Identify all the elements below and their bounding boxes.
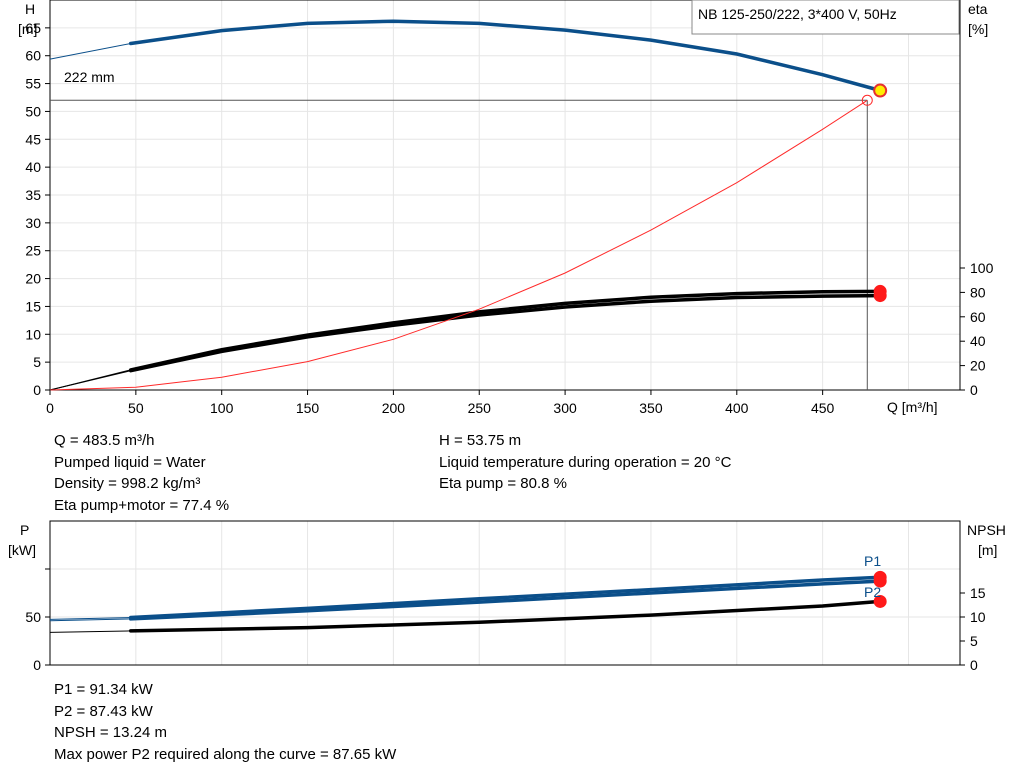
curve-label-222mm: 222 mm: [64, 69, 115, 85]
x-tick-label: 100: [210, 400, 234, 416]
y-left-tick-label: 30: [25, 215, 41, 231]
system-curve: [49, 99, 868, 391]
y-left-tick-label: 55: [25, 76, 41, 92]
power-info: P1 = 91.34 kW P2 = 87.43 kW NPSH = 13.24…: [54, 679, 396, 765]
bottom-chart-grid: [49, 521, 960, 666]
info-max-power: Max power P2 required along the curve = …: [54, 745, 397, 763]
y-left-tick-label: 40: [25, 159, 41, 175]
plot-area-border: [49, 520, 961, 666]
series-extension-line: [49, 630, 131, 633]
y-axis-label-p: P: [20, 522, 29, 538]
info-pumped-liquid: Pumped liquid = Water: [54, 453, 206, 471]
efficiency-curve: [128, 293, 882, 373]
y-left-tick-label: 50: [25, 103, 41, 119]
y-left-tick-label: 20: [25, 271, 41, 287]
x-axis-label-q: Q [m³/h]: [887, 399, 938, 415]
y-right-tick-label: 40: [970, 333, 986, 349]
efficiency-curve: [128, 289, 882, 372]
info-p2: P2 = 87.43 kW: [54, 702, 153, 720]
info-head: H = 53.75 m: [439, 432, 522, 449]
y-left-tick-label: 45: [25, 131, 41, 147]
y-left-tick-label: 5: [33, 354, 41, 370]
x-tick-label: 0: [46, 400, 54, 416]
y-left-tick-label: 35: [25, 187, 41, 203]
series-label-p2: P2: [864, 584, 881, 600]
info-npsh: NPSH = 13.24 m: [54, 724, 167, 741]
top-chart-ticks: 0 50 100 150 200 250 300 350 400 4500510152025303…: [25, 20, 993, 416]
info-flow: Q = 483.5 m³/h: [54, 432, 155, 449]
bottom-chart-curves: [49, 570, 887, 633]
info-p1: P1 = 91.34 kW: [54, 681, 153, 698]
bottom-chart-ticks: 0 50 0 5 10 15: [25, 568, 986, 673]
x-tick-label: 450: [811, 400, 835, 416]
y-axis-label-npsh-unit: [m]: [978, 542, 997, 558]
y-left-tick-label: 0: [33, 657, 41, 673]
y-axis-label-eta: eta: [968, 1, 988, 17]
y-right-tick-label: 15: [970, 585, 986, 601]
top-chart-curves: [49, 19, 888, 391]
y-left-tick-label: 65: [25, 20, 41, 36]
y-left-tick-label: 60: [25, 48, 41, 64]
info-eta-pump-motor: Eta pump+motor = 77.4 %: [54, 496, 230, 514]
efficiency-point-marker: [873, 289, 887, 303]
y-axis-label-h-unit: [m]: [18, 21, 37, 37]
power-curve-p2: [128, 579, 882, 621]
bottom-chart-frame: [49, 520, 961, 666]
y-left-tick-label: 25: [25, 243, 41, 259]
series-extension-line: [49, 617, 131, 620]
duty-point-marker: [873, 83, 888, 98]
chart-title: NB 125-250/222, 3*400 V, 50Hz: [698, 6, 897, 22]
series-extension-line: [49, 43, 131, 60]
y-axis-label-h: H: [25, 1, 35, 17]
y-left-tick-label: 15: [25, 298, 41, 314]
series-extension-line: [49, 370, 131, 391]
chart-title-box: [691, 0, 960, 35]
y-right-tick-label: 20: [970, 358, 986, 374]
series-label-p1: P1: [864, 553, 881, 569]
operating-point-marker: [873, 594, 887, 608]
x-tick-label: 50: [128, 400, 144, 416]
x-tick-label: 300: [553, 400, 577, 416]
x-tick-label: 400: [725, 400, 749, 416]
y-right-tick-label: 80: [970, 284, 986, 300]
y-left-tick-label: 0: [33, 382, 41, 398]
power-curve-p1: [128, 575, 882, 620]
x-tick-label: 150: [296, 400, 320, 416]
x-tick-label: 250: [468, 400, 492, 416]
y-axis-label-npsh: NPSH: [967, 522, 1006, 538]
y-axis-label-eta-unit: [%]: [968, 21, 988, 37]
x-tick-label: 200: [382, 400, 406, 416]
y-left-tick-label: 10: [25, 326, 41, 342]
info-liquid-temperature: Liquid temperature during operation = 20…: [439, 453, 732, 471]
operating-point-marker: [873, 574, 887, 588]
system-intersection-marker: [861, 94, 873, 106]
operating-info-left: Q = 483.5 m³/h Pumped liquid = Water Den…: [54, 430, 229, 516]
y-right-tick-label: 5: [970, 633, 978, 649]
y-right-tick-label: 0: [970, 382, 978, 398]
npsh-curve: [128, 599, 882, 633]
y-left-tick-label: 50: [25, 609, 41, 625]
y-right-tick-label: 0: [970, 657, 978, 673]
y-right-tick-label: 10: [970, 609, 986, 625]
operating-info-right: H = 53.75 m Liquid temperature during op…: [439, 430, 731, 495]
top-chart-grid: [49, 0, 960, 391]
info-density: Density = 998.2 kg/m³: [54, 475, 201, 492]
y-axis-label-p-unit: [kW]: [8, 542, 36, 558]
head-curve: [128, 19, 882, 93]
series-extension-line: [49, 618, 131, 622]
info-eta-pump: Eta pump = 80.8 %: [439, 475, 567, 492]
y-right-tick-label: 60: [970, 309, 986, 325]
x-tick-label: 350: [639, 400, 663, 416]
y-right-tick-label: 100: [970, 260, 994, 276]
